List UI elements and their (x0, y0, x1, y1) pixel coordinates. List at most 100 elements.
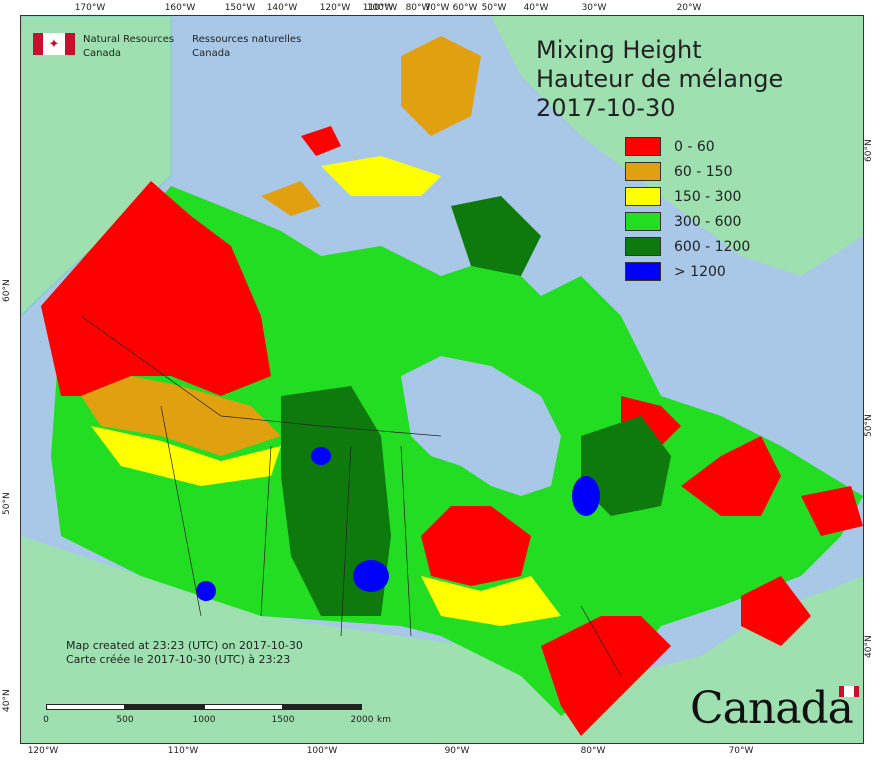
legend-item: 0 - 60 (625, 134, 750, 159)
legend-swatch (625, 162, 661, 181)
legend-swatch (625, 262, 661, 281)
scale-unit: km (377, 715, 391, 725)
tick-120w: 120°W (319, 3, 351, 13)
tick-bottom-120w: 120°W (27, 746, 59, 756)
scale-segment (125, 704, 204, 710)
agency-fr-line2: Canada (192, 48, 231, 59)
map-frame[interactable] (20, 15, 864, 744)
tick-left-50n: 50°N (2, 492, 12, 515)
zone-blue-hudson (572, 476, 600, 516)
tick-170w: 170°W (74, 3, 106, 13)
legend-item: 300 - 600 (625, 209, 750, 234)
tick-left-60n: 60°N (2, 279, 12, 302)
legend-label: 300 - 600 (674, 213, 742, 230)
scale-label: 2000 (350, 715, 374, 725)
tick-bottom-110w: 110°W (167, 746, 199, 756)
hudson-bay (401, 356, 561, 496)
legend-swatch (625, 237, 661, 256)
tick-bottom-70w: 70°W (728, 746, 754, 756)
zone-red-atlantic (801, 486, 863, 536)
legend-swatch (625, 187, 661, 206)
legend-item: 60 - 150 (625, 159, 750, 184)
nrcan-signature: ✦ Natural Resources Canada Ressources na… (33, 33, 319, 61)
legend-label: 600 - 1200 (674, 238, 751, 255)
scale-segment (46, 704, 125, 710)
legend-swatch (625, 212, 661, 231)
zone-darkgreen-prairies (281, 386, 391, 616)
wordmark-flag-icon (838, 686, 859, 697)
tick-30w: 30°W (581, 3, 607, 13)
map-title: Mixing Height Hauteur de mélange 2017-10… (536, 36, 783, 123)
tick-bottom-90w: 90°W (444, 746, 470, 756)
tick-right-40n: 40°N (864, 635, 874, 658)
scale-segment (283, 704, 362, 710)
agency-en-line2: Canada (83, 48, 122, 59)
zone-red-east (681, 436, 781, 516)
zone-yellow-band (91, 426, 281, 486)
legend-label: 0 - 60 (674, 138, 715, 155)
tick-60w: 60°W (452, 3, 478, 13)
tick-160w: 160°W (164, 3, 196, 13)
zone-blue-sask (311, 447, 331, 465)
title-french: Hauteur de mélange (536, 65, 784, 93)
tick-100w: 100°W (366, 3, 398, 13)
zone-orange-band (81, 376, 281, 456)
scale-label: 1500 (271, 715, 295, 725)
credits-french: Carte créée le 2017-10-30 (UTC) à 23:23 (66, 653, 291, 666)
agency-name-en: Natural Resources Canada (83, 33, 174, 61)
boundary-lines (80, 315, 622, 677)
legend-item: 150 - 300 (625, 184, 750, 209)
agency-en-line1: Natural Resources (83, 34, 175, 45)
scale-bar: 0 500 1000 1500 2000 km (43, 704, 391, 725)
zone-red-ontario (421, 506, 531, 586)
map-credits: Map created at 23:23 (UTC) on 2017-10-30… (66, 639, 303, 667)
tick-110w: 110°W (362, 3, 394, 13)
legend-item: > 1200 (625, 259, 750, 284)
scale-label: 1000 (192, 715, 216, 725)
tick-left-40n: 40°N (2, 689, 12, 712)
arctic-islands-red (301, 126, 341, 156)
tick-150w: 150°W (224, 3, 256, 13)
zone-blue-prairies (353, 560, 389, 592)
zone-red-northwest (41, 181, 271, 396)
legend-swatch (625, 137, 661, 156)
scale-segment (204, 704, 283, 710)
zone-red-maritimes (741, 576, 811, 646)
zone-red-southeast (541, 616, 671, 736)
zone-blue-west (196, 581, 216, 601)
canada-wordmark: Canada (690, 686, 859, 731)
canada-flag-icon: ✦ (33, 33, 75, 55)
title-date: 2017-10-30 (536, 94, 676, 122)
legend-label: > 1200 (674, 263, 726, 280)
agency-fr-line1: Ressources naturelles (192, 34, 302, 45)
scale-label: 500 (116, 715, 134, 725)
tick-right-50n: 50°N (864, 414, 874, 437)
tick-80w: 80°W (405, 3, 431, 13)
zone-darkgreen-quebec (581, 416, 671, 516)
credits-english: Map created at 23:23 (UTC) on 2017-10-30 (66, 639, 303, 652)
legend-item: 600 - 1200 (625, 234, 750, 259)
usa-land (21, 536, 863, 743)
arctic-islands-orange (261, 181, 321, 216)
tick-20w: 20°W (676, 3, 702, 13)
zone-darkgreen-north (451, 196, 541, 276)
tick-40w: 40°W (523, 3, 549, 13)
tick-140w: 140°W (266, 3, 298, 13)
arctic-islands-yellow (321, 156, 441, 196)
tick-50w: 50°W (481, 3, 507, 13)
legend: 0 - 60 60 - 150 150 - 300 300 - 600 600 … (625, 134, 750, 284)
zone-yellow-south (421, 576, 561, 626)
tick-bottom-100w: 100°W (306, 746, 338, 756)
greenland-land (491, 16, 863, 276)
tick-bottom-80w: 80°W (580, 746, 606, 756)
mixing-height-map (21, 16, 863, 743)
zone-orange-north (401, 36, 481, 136)
legend-label: 150 - 300 (674, 188, 742, 205)
legend-label: 60 - 150 (674, 163, 733, 180)
tick-right-60n: 60°N (864, 139, 874, 162)
agency-name-fr: Ressources naturelles Canada (192, 33, 301, 61)
title-english: Mixing Height (536, 36, 702, 64)
scale-label: 0 (43, 715, 49, 725)
tick-70w: 70°W (424, 3, 450, 13)
wordmark-text: Canada (690, 683, 854, 734)
